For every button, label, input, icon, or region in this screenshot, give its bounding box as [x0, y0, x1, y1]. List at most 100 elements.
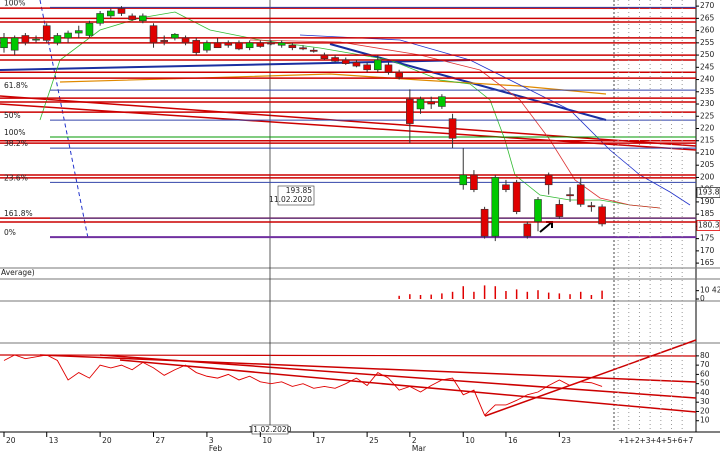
- candle-body: [598, 206, 606, 225]
- trend-line: [329, 43, 607, 121]
- future-label: +3: [639, 436, 650, 445]
- y-tick-label: 270: [700, 1, 715, 10]
- y-tick-label: 165: [700, 258, 715, 267]
- candle-body: [416, 98, 425, 110]
- fib-label: 50%: [4, 111, 21, 120]
- candle-body: [203, 42, 211, 51]
- candle-body: [160, 40, 168, 42]
- candle-body: [107, 10, 115, 17]
- candle-body: [288, 44, 297, 49]
- y-tick-label: 245: [700, 62, 715, 71]
- candle-body: [395, 71, 403, 78]
- candle-body: [10, 37, 19, 51]
- price-label: 193.85: [698, 187, 720, 196]
- x-tick-label: 3: [209, 436, 214, 445]
- fib-label: 0%: [4, 228, 16, 237]
- osc-tick-label: 80: [700, 351, 710, 360]
- candle-body: [438, 96, 446, 107]
- y-tick-label: 190: [700, 197, 715, 206]
- crosshair-value: 193.85: [286, 186, 312, 195]
- x-tick-label: 16: [508, 436, 518, 445]
- crosshair-date-box: [251, 424, 289, 435]
- volume-tick-label: 0: [700, 294, 705, 303]
- month-label: Feb: [209, 444, 223, 452]
- fib-label: 38.2%: [4, 139, 28, 148]
- osc-tick-label: 40: [700, 388, 710, 397]
- osc-tick-label: 60: [700, 369, 710, 378]
- candle-body: [352, 62, 361, 67]
- candle-body: [555, 204, 564, 217]
- candle-body: [470, 174, 478, 190]
- x-tick-label: 10: [262, 436, 272, 445]
- candle-body: [128, 15, 136, 20]
- price-label-box: [696, 187, 720, 198]
- trend-line: [0, 95, 697, 147]
- candle-body: [224, 42, 233, 46]
- candle-body: [171, 33, 179, 39]
- x-tick-label: 17: [316, 436, 326, 445]
- y-tick-label: 205: [700, 160, 715, 169]
- candle-body: [459, 174, 468, 186]
- future-label: +4: [650, 436, 661, 445]
- x-tick-label: 10: [465, 436, 475, 445]
- candle-body: [341, 59, 350, 64]
- candle-body: [0, 37, 8, 49]
- trend-line: [39, 354, 697, 383]
- y-tick-label: 200: [700, 172, 715, 181]
- fib-label: 61.8%: [4, 81, 28, 90]
- candle-body: [42, 25, 51, 41]
- candle-body: [53, 35, 62, 44]
- candle-body: [363, 64, 371, 71]
- candle-body: [181, 37, 190, 44]
- fib-label: 161.8%: [4, 209, 33, 218]
- y-tick-label: 215: [700, 136, 715, 145]
- month-label: Mar: [412, 444, 427, 452]
- y-tick-label: 225: [700, 111, 715, 120]
- candle-body: [406, 98, 414, 124]
- y-tick-label: 175: [700, 234, 715, 243]
- y-tick-label: 260: [700, 26, 715, 35]
- y-tick-label: 250: [700, 50, 715, 59]
- x-tick-label: 2: [412, 436, 417, 445]
- candle-body: [566, 194, 574, 197]
- y-tick-label: 265: [700, 13, 715, 22]
- osc-tick-label: 10: [700, 416, 710, 425]
- candle-body: [512, 182, 521, 213]
- y-tick-label: 185: [700, 209, 715, 218]
- crosshair-box: [277, 185, 315, 206]
- candle-body: [85, 22, 94, 36]
- y-tick-label: 240: [700, 75, 715, 84]
- osc-tick-label: 50: [700, 379, 710, 388]
- y-tick-label: 170: [700, 246, 715, 255]
- candle-body: [74, 30, 83, 34]
- fib-label: 23.6%: [4, 173, 28, 182]
- candle-body: [587, 205, 596, 208]
- volume-tick-label: 10 427: [700, 286, 720, 295]
- x-tick-label: 20: [102, 436, 112, 445]
- candle-body: [523, 223, 532, 237]
- panel-label: Average): [1, 268, 35, 277]
- candle-body: [502, 184, 510, 190]
- y-tick-label: 235: [700, 87, 715, 96]
- trend-line: [99, 354, 697, 399]
- candle-body: [213, 42, 222, 49]
- y-tick-label: 220: [700, 123, 715, 132]
- x-tick-label: 25: [369, 436, 379, 445]
- future-label: +1: [618, 436, 629, 445]
- candle-body: [96, 13, 104, 24]
- candle-body: [448, 118, 457, 139]
- candle-body: [576, 184, 585, 205]
- candle-body: [235, 42, 243, 50]
- candle-body: [384, 64, 393, 73]
- candle-body: [117, 8, 126, 14]
- candle-body: [331, 57, 339, 62]
- y-tick-label: 230: [700, 99, 715, 108]
- osc-tick-label: 70: [700, 360, 710, 369]
- candle-body: [544, 174, 553, 186]
- candle-body: [32, 38, 40, 41]
- fib-label: 100%: [4, 0, 25, 7]
- osc-tick-label: 30: [700, 397, 710, 406]
- trend-line: [0, 354, 697, 357]
